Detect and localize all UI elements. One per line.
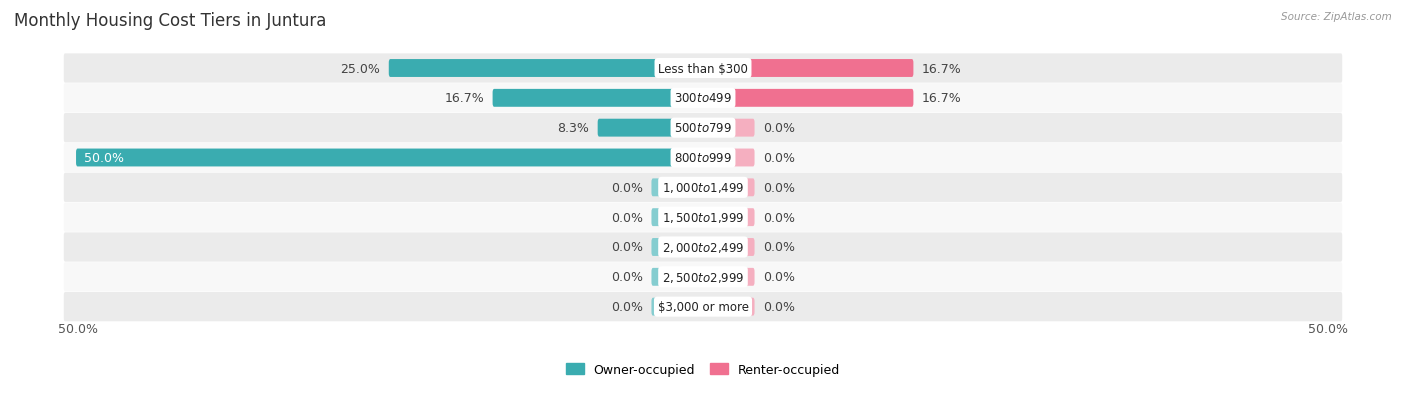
FancyBboxPatch shape	[651, 209, 704, 227]
Text: 0.0%: 0.0%	[612, 271, 643, 284]
FancyBboxPatch shape	[63, 203, 1343, 232]
Text: 16.7%: 16.7%	[922, 62, 962, 75]
FancyBboxPatch shape	[702, 149, 755, 167]
Text: 16.7%: 16.7%	[922, 92, 962, 105]
Text: 0.0%: 0.0%	[763, 241, 794, 254]
Text: $1,500 to $1,999: $1,500 to $1,999	[662, 211, 744, 225]
FancyBboxPatch shape	[76, 149, 704, 167]
Text: $3,000 or more: $3,000 or more	[658, 300, 748, 313]
Text: 0.0%: 0.0%	[763, 122, 794, 135]
FancyBboxPatch shape	[63, 263, 1343, 292]
Text: 50.0%: 50.0%	[1309, 322, 1348, 335]
FancyBboxPatch shape	[651, 179, 704, 197]
FancyBboxPatch shape	[702, 238, 755, 256]
FancyBboxPatch shape	[63, 84, 1343, 113]
Text: 0.0%: 0.0%	[763, 152, 794, 165]
Text: Source: ZipAtlas.com: Source: ZipAtlas.com	[1281, 12, 1392, 22]
Text: 50.0%: 50.0%	[58, 322, 97, 335]
FancyBboxPatch shape	[63, 114, 1343, 143]
Text: 0.0%: 0.0%	[612, 241, 643, 254]
Text: 0.0%: 0.0%	[763, 300, 794, 313]
FancyBboxPatch shape	[389, 60, 704, 78]
FancyBboxPatch shape	[702, 179, 755, 197]
Text: Less than $300: Less than $300	[658, 62, 748, 75]
FancyBboxPatch shape	[63, 292, 1343, 321]
FancyBboxPatch shape	[651, 298, 704, 316]
FancyBboxPatch shape	[702, 90, 914, 107]
Text: $2,500 to $2,999: $2,500 to $2,999	[662, 270, 744, 284]
FancyBboxPatch shape	[63, 144, 1343, 173]
FancyBboxPatch shape	[702, 268, 755, 286]
FancyBboxPatch shape	[702, 209, 755, 227]
FancyBboxPatch shape	[598, 119, 704, 137]
FancyBboxPatch shape	[63, 233, 1343, 262]
Text: $800 to $999: $800 to $999	[673, 152, 733, 165]
Text: 16.7%: 16.7%	[444, 92, 484, 105]
FancyBboxPatch shape	[651, 268, 704, 286]
Text: 0.0%: 0.0%	[763, 181, 794, 195]
FancyBboxPatch shape	[651, 238, 704, 256]
FancyBboxPatch shape	[63, 173, 1343, 202]
Text: 0.0%: 0.0%	[763, 211, 794, 224]
Text: 0.0%: 0.0%	[763, 271, 794, 284]
FancyBboxPatch shape	[702, 60, 914, 78]
FancyBboxPatch shape	[63, 54, 1343, 83]
Text: $500 to $799: $500 to $799	[673, 122, 733, 135]
Text: 0.0%: 0.0%	[612, 181, 643, 195]
Text: 0.0%: 0.0%	[612, 211, 643, 224]
Text: 25.0%: 25.0%	[340, 62, 380, 75]
Text: 0.0%: 0.0%	[612, 300, 643, 313]
Text: 8.3%: 8.3%	[557, 122, 589, 135]
Text: 50.0%: 50.0%	[84, 152, 124, 165]
Legend: Owner-occupied, Renter-occupied: Owner-occupied, Renter-occupied	[567, 363, 839, 376]
FancyBboxPatch shape	[702, 119, 755, 137]
FancyBboxPatch shape	[492, 90, 704, 107]
Text: $1,000 to $1,499: $1,000 to $1,499	[662, 181, 744, 195]
Text: Monthly Housing Cost Tiers in Juntura: Monthly Housing Cost Tiers in Juntura	[14, 12, 326, 30]
Text: $2,000 to $2,499: $2,000 to $2,499	[662, 240, 744, 254]
Text: $300 to $499: $300 to $499	[673, 92, 733, 105]
FancyBboxPatch shape	[702, 298, 755, 316]
